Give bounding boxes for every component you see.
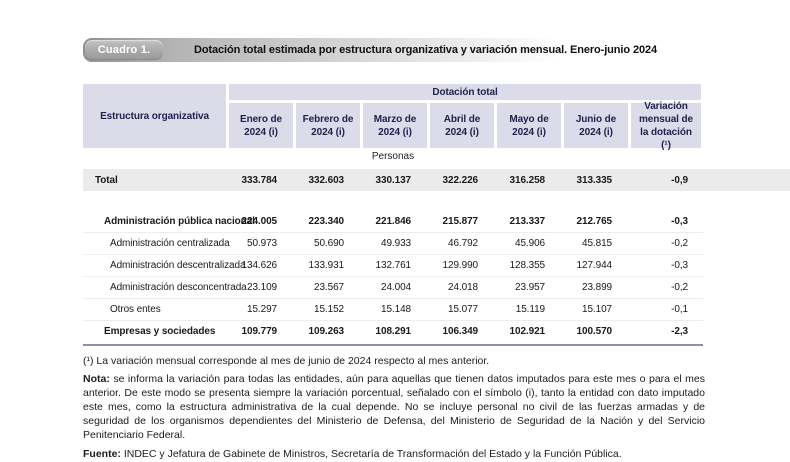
cell-value: 15.107 [582,304,612,315]
column-header-enero: Enero de 2024 (i) [229,103,293,148]
cell-variation: -0,2 [671,282,688,293]
cell-value: 24.018 [448,282,478,293]
cell-value: 221.846 [375,216,412,227]
footnote-nota: Nota: se informa la variación para todas… [83,373,705,443]
cell-value: 50.690 [314,238,344,249]
table-row-administracion-centralizada: Administración centralizada 50.973 50.69… [83,232,703,254]
cell-variation: -0,3 [671,260,688,271]
cell-value: 316.258 [509,174,546,186]
cell-value: 215.877 [442,216,479,227]
cell-value: 332.603 [308,174,345,186]
spacer [83,191,790,211]
unit-label: Personas [371,151,415,162]
table-row-otros-entes: Otros entes 15.297 15.152 15.148 15.077 … [83,298,703,320]
cuadro-number-tag: Cuadro 1. [85,40,163,60]
table-row-empresas-y-sociedades: Empresas y sociedades 109.779 109.263 10… [83,320,703,342]
cell-variation: -2,3 [671,326,688,337]
cell-variation: -0,3 [671,216,688,227]
cell-value: 109.263 [308,326,345,337]
row-label: Empresas y sociedades [104,326,216,337]
row-label: Total [95,174,118,186]
row-label: Administración desconcentrada [110,282,247,293]
cell-variation: -0,9 [671,174,688,186]
cell-value: 15.077 [448,304,478,315]
table-titlebar: Cuadro 1. Dotación total estimada por es… [83,38,708,62]
cell-value: 213.337 [509,216,546,227]
row-label: Administración descentralizada [110,260,246,271]
column-header-marzo: Marzo de 2024 (i) [363,103,427,148]
footnote-fuente: Fuente: INDEC y Jefatura de Gabinete de … [83,448,705,462]
cell-value: 108.291 [375,326,412,337]
table-row-total: Total 333.784 332.603 330.137 322.226 31… [83,169,790,191]
cell-value: 224.005 [241,216,278,227]
column-header-febrero: Febrero de 2024 (i) [296,103,360,148]
nota-text: se informa la variación para todas las e… [83,372,705,441]
cell-value: 109.779 [241,326,278,337]
row-label: Administración centralizada [110,238,230,249]
column-header-abril: Abril de 2024 (i) [430,103,494,148]
cell-value: 129.990 [442,260,479,271]
column-header-variacion: Variación mensual de la dotación (¹) [631,101,701,151]
cell-variation: -0,2 [671,238,688,249]
footnote-1: (¹) La variación mensual corresponde al … [83,355,490,367]
cell-value: 24.004 [381,282,411,293]
column-group-header-dotacion-total: Dotación total [229,84,701,100]
column-header-mayo: Mayo de 2024 (i) [497,103,561,148]
cell-value: 23.899 [582,282,612,293]
cell-value: 23.567 [314,282,344,293]
cell-value: 333.784 [241,174,278,186]
nota-label: Nota: [83,372,110,385]
row-label: Otros entes [110,304,161,315]
column-header-junio: Junio de 2024 (i) [564,103,628,148]
column-header-estructura: Estructura organizativa [83,84,226,148]
cell-value: 212.765 [576,216,613,227]
table-row-administracion-publica-nacional: Administración pública nacional 224.005 … [83,211,703,232]
table-header: Estructura organizativa Dotación total E… [83,84,790,151]
cell-value: 223.340 [308,216,345,227]
cell-value: 23.957 [515,282,545,293]
table-row-administracion-desconcentrada: Administración desconcentrada 23.109 23.… [83,276,703,298]
cell-value: 132.761 [375,260,412,271]
cell-value: 128.355 [509,260,546,271]
cell-value: 50.973 [247,238,277,249]
cell-value: 23.109 [247,282,277,293]
cell-value: 49.933 [381,238,411,249]
cell-value: 15.152 [314,304,344,315]
fuente-text: INDEC y Jefatura de Gabinete de Ministro… [120,447,622,460]
cell-value: 127.944 [576,260,613,271]
cell-value: 45.906 [515,238,545,249]
cell-value: 133.931 [308,260,345,271]
table-row-administracion-descentralizada: Administración descentralizada 134.626 1… [83,254,703,276]
table-body: Administración pública nacional 224.005 … [83,211,703,346]
cell-value: 46.792 [448,238,478,249]
cell-value: 134.626 [241,260,278,271]
cell-value: 100.570 [576,326,613,337]
cell-value: 106.349 [442,326,479,337]
footnotes: (¹) La variación mensual corresponde al … [83,355,705,462]
cell-value: 45.815 [582,238,612,249]
cell-value: 102.921 [509,326,546,337]
cell-value: 330.137 [375,174,412,186]
table-title: Dotación total estimada por estructura o… [194,44,658,56]
fuente-label: Fuente: [83,447,121,460]
cell-value: 15.119 [515,304,545,315]
row-label: Administración pública nacional [104,216,255,227]
cell-variation: -0,1 [671,304,688,315]
cell-value: 322.226 [442,174,479,186]
cell-value: 15.297 [247,304,277,315]
cell-value: 15.148 [381,304,411,315]
cell-value: 313.335 [576,174,613,186]
